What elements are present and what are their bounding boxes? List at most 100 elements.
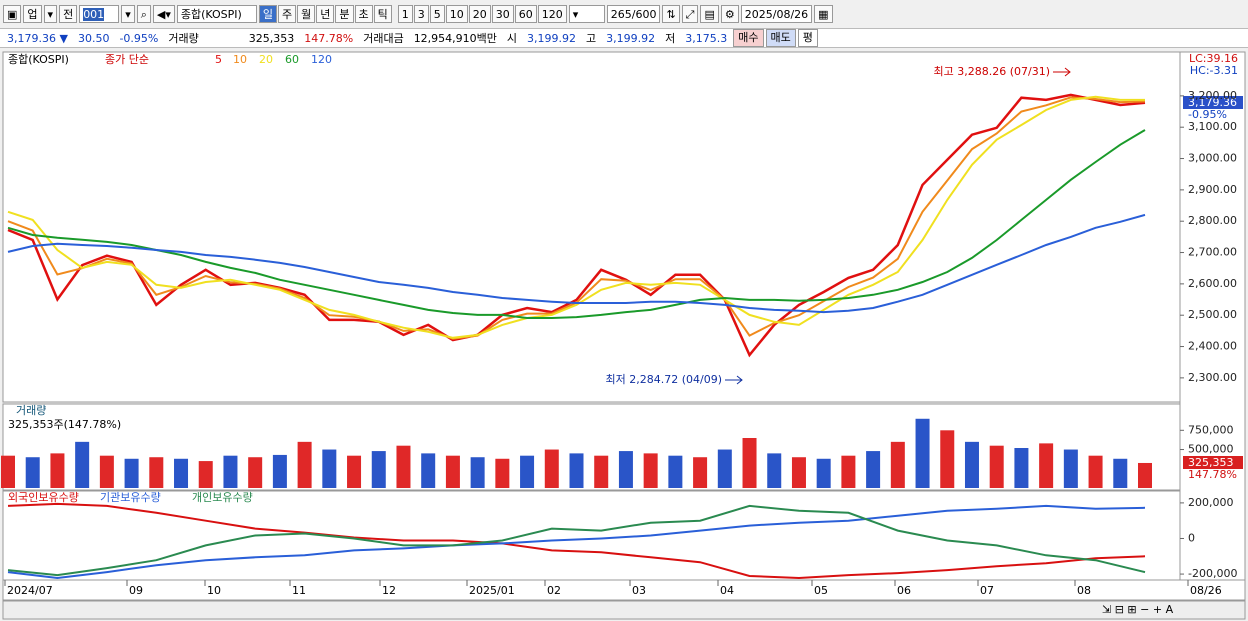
open-label: 시 [506,32,518,45]
sound-button[interactable]: ◀▾ [152,5,175,23]
volume-bar [594,455,609,488]
volume-bar [174,458,189,488]
avg-button[interactable]: 평 [797,29,818,47]
price-panel [2,51,1181,403]
volume-bar [272,454,287,488]
y-tick-label: 750,000 [1188,423,1234,436]
volume-bar [1088,455,1103,488]
volume-bar [742,438,757,488]
interval-button[interactable]: 5 [429,5,445,23]
volume-bar [25,457,40,488]
settings-button[interactable]: ⚙ [720,5,739,23]
x-tick-label: 03 [632,584,646,597]
volume-bar [767,453,782,488]
volume-bar [717,449,732,488]
volume-bar [618,451,633,488]
ma-line [7,502,1146,580]
scroll-controls[interactable]: ⇲ ⊟ ⊞ − + A [1102,603,1174,616]
quote-bar: 3,179.36 ▼ 30.50 -0.95% 거래량 325,353 147.… [0,28,1248,48]
hc: HC:-3.31 [1190,64,1238,77]
x-tick-label: 11 [292,584,306,597]
volume-bar [297,441,312,488]
legend-entry: 기관보유수량 [100,491,161,504]
period-button[interactable]: 년 [316,5,335,23]
period-button[interactable]: 초 [354,5,373,23]
sell-button[interactable]: 매도 [765,29,796,47]
x-tick-label: 05 [814,584,828,597]
dropdown[interactable]: ▾ [121,5,135,23]
volume-bar [50,453,65,488]
interval-button[interactable]: 20 [468,5,491,23]
code-input[interactable]: 001 [79,5,120,23]
volume-bar [1113,458,1128,488]
x-tick-label: 07 [980,584,994,597]
x-tick-label: 10 [207,584,221,597]
volume-bar [791,457,806,488]
blank-select[interactable]: ▾ [568,5,605,23]
x-tick-label: 08/26 [1190,584,1222,597]
low: 3,175.3 [685,31,728,45]
last-volume-box [1183,456,1243,469]
tool-button[interactable]: ⤢ [681,5,699,23]
volume-bar [322,449,337,488]
chart-area: 종합(KOSPI) 종가 단순 LC:39.16 HC:-3.31 최고 3,2… [1,51,1246,620]
buy-button[interactable]: 매수 [733,29,764,47]
legend-entry: 5 [215,53,222,66]
period-button[interactable]: 일 [258,5,277,23]
interval-button[interactable]: 30 [491,5,514,23]
volume-bar [124,458,139,488]
volume-bar [520,455,535,488]
search-button[interactable]: ⌕ [136,5,151,23]
volume-bar [816,458,831,488]
ma-line [7,504,1146,577]
y-tick-label: 2,800.00 [1188,214,1237,227]
dropdown[interactable]: ▾ [43,5,58,23]
interval-button[interactable]: 10 [445,5,468,23]
tool-button[interactable]: ⇅ [662,5,680,23]
volume-bar [1,455,15,488]
legend-entry: 외국인보유수량 [8,491,79,504]
interval-button[interactable]: 3 [413,5,429,23]
volume-bar [866,451,881,488]
y-tick-label: -200,000 [1188,567,1237,580]
last-volume-rate: 147.78% [1188,468,1237,481]
y-tick-label: 0 [1188,531,1195,544]
x-tick-label: 09 [129,584,143,597]
save-button[interactable]: ▤ [700,5,719,23]
max-note: 최고 3,288.26 (07/31) [933,65,1050,78]
volume-bar [1138,462,1152,488]
count-field[interactable]: 265/600 [606,5,661,23]
volume-bar [149,457,164,488]
last-price-box [1183,96,1243,109]
price-title: 종합(KOSPI) [8,53,69,66]
interval-button[interactable]: 60 [514,5,537,23]
market-select[interactable]: 업 [23,5,42,23]
x-tick-label: 2025/01 [469,584,515,597]
period-button[interactable]: 주 [278,5,297,23]
prev-button[interactable]: 전 [59,5,78,23]
menu-button[interactable]: ▣ [3,5,22,23]
volume-bar [347,455,362,488]
ma-line [7,504,1146,580]
interval-button[interactable]: 120 [537,5,567,23]
volume-bar [544,449,559,488]
volume-bar [421,453,436,488]
date-field[interactable]: 2025/08/26 [740,5,813,23]
period-button[interactable]: 틱 [373,5,392,23]
scroll-bar[interactable] [2,600,1246,620]
interval-group: 1 3 5 10 20 30 60 120 [397,5,567,23]
volume-label: 거래량 [168,32,199,45]
volume: 325,353 [248,31,295,45]
holding-panel [2,490,1181,581]
min-note: 최저 2,284.72 (04/09) [605,373,722,386]
price: 3,179.36 ▼ [7,31,68,45]
interval-button[interactable]: 1 [397,5,413,23]
x-tick-label: 12 [382,584,396,597]
high-label: 고 [586,32,597,45]
period-button[interactable]: 월 [297,5,316,23]
calendar-button[interactable]: ▦ [814,5,833,23]
y-tick-label: 3,000.00 [1188,152,1237,165]
period-button[interactable]: 분 [335,5,354,23]
